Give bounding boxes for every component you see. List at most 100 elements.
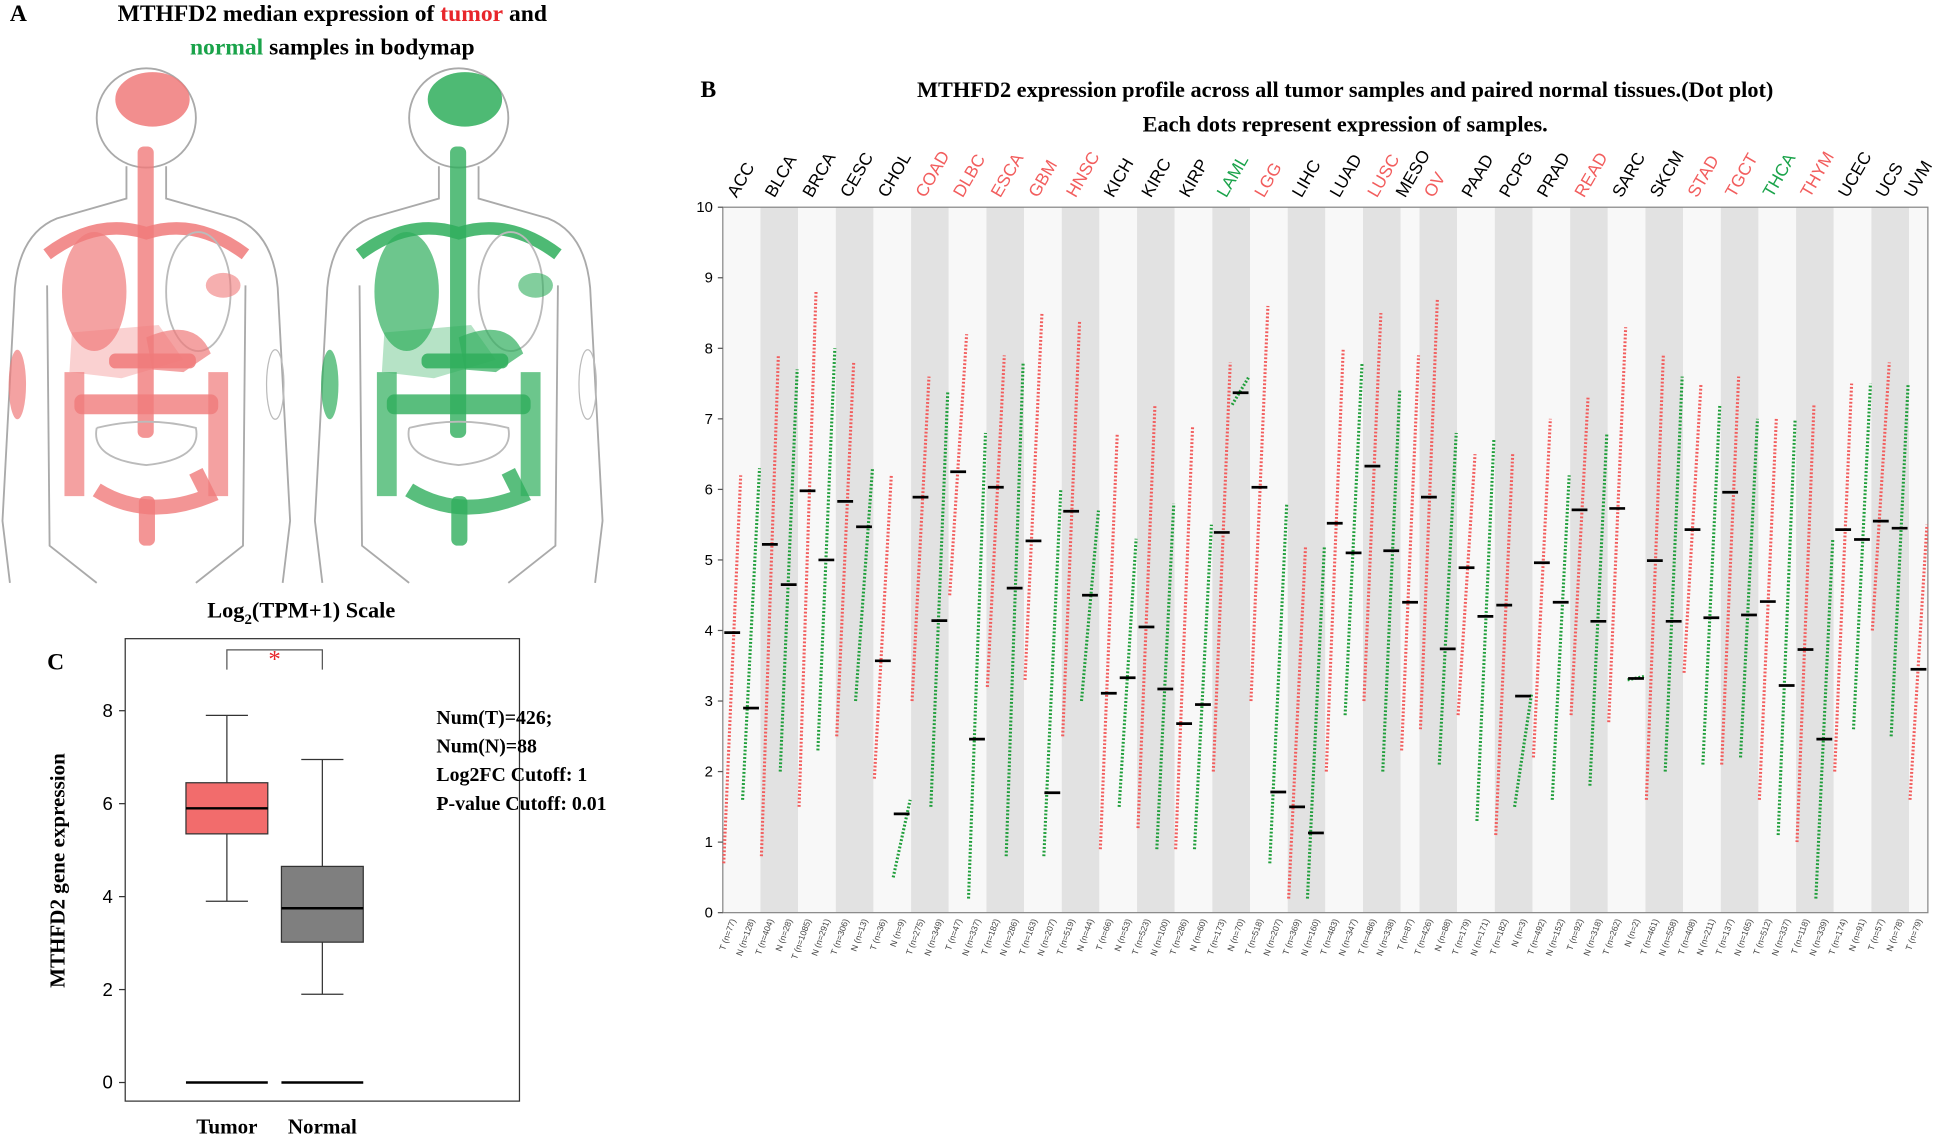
sample-label: N (n=53) [1112,917,1133,952]
x-tick-label: Tumor [196,1114,257,1136]
category-label: THYM [1796,148,1838,201]
sample-label: N (n=3) [1509,917,1528,948]
category-label: LGG [1250,159,1286,201]
category-label: CHOL [873,149,915,201]
category-band [1250,207,1288,913]
category-band [911,207,949,913]
sample-dots [1042,489,1063,857]
panel-title: MTHFD2 median expression of tumor and [118,1,547,27]
sample-label: N (n=78) [1884,917,1905,952]
category-band [1363,207,1401,913]
sample-dots [854,468,875,702]
y-tick-label: 0 [705,906,713,922]
sample-label: T (n=286) [1167,917,1189,956]
y-tick-label: 7 [705,412,713,428]
sample-dots [741,468,762,800]
sample-dots [1513,693,1534,808]
sample-label: T (n=36) [868,917,889,951]
sample-label: T (n=77) [717,917,738,951]
sample-dots [1588,432,1609,786]
plot-frame [124,638,521,1102]
sample-dots [1908,524,1929,800]
title-part: MTHFD2 median expression of [118,1,441,27]
sample-label: N (n=152) [1544,917,1567,957]
category-label: COAD [911,147,953,200]
stat-text: P-value Cutoff: 0.01 [436,793,606,815]
panel-b: B MTHFD2 expression profile across all t… [696,77,1936,961]
category-label: STAD [1683,152,1723,201]
category-band [1833,207,1872,913]
y-tick-label: 5 [705,553,713,569]
category-label: CESC [836,149,877,201]
sample-dots [1738,418,1760,758]
category-label: GBM [1024,156,1061,200]
sample-dots [966,432,988,899]
sample-dots [722,475,743,864]
category-label: UCS [1871,159,1907,201]
sample-dots [948,334,969,596]
category-label: LIHC [1288,156,1325,200]
title-part: and [503,1,547,27]
sample-label: T (n=57) [1866,917,1887,951]
panel-c: C Log2(TPM+1) Scale MTHFD2 gene expressi… [45,598,606,1136]
category-label: BLCA [760,151,800,201]
category-label: PCPG [1495,148,1537,201]
category-band [1212,207,1251,913]
sample-dots [797,291,818,807]
sample-label: N (n=91) [1847,917,1868,952]
category-label: READ [1570,149,1611,201]
title-part: tumor [440,1,503,27]
y-tick-label: 10 [696,200,713,216]
sample-dots [1249,305,1270,702]
panel-a: A MTHFD2 median expression of tumor and … [2,1,602,583]
sample-label: N (n=13) [849,917,870,952]
sample-label: T (n=174) [1826,917,1848,956]
category-band [873,207,912,913]
x-tick-label: Normal [288,1114,357,1136]
category-band [760,207,799,913]
category-band [1796,207,1834,913]
chart-title: Log2(TPM+1) Scale [207,598,395,628]
sample-label: T (n=519) [1054,917,1076,956]
category-label: PAAD [1457,151,1497,201]
sample-label: T (n=426) [1412,917,1434,956]
sample-dots [1305,545,1326,899]
sample-dots [1776,418,1797,836]
sample-dots [985,355,1006,688]
stat-text: Log2FC Cutoff: 1 [436,764,587,786]
category-label: KIRP [1175,155,1213,200]
sample-dots [778,369,799,772]
sample-dots [929,390,950,807]
category-band [1532,207,1571,913]
sample-label: T (n=182) [1488,917,1510,956]
y-tick-label: 8 [705,341,713,357]
sample-label: T (n=92) [1565,917,1586,951]
category-label: LUAD [1325,150,1365,200]
title-part: samples in bodymap [263,35,474,61]
category-band [1287,207,1326,913]
sample-dots [1833,383,1854,772]
sample-label: N (n=28) [773,917,794,952]
sample-dots [1475,439,1496,822]
y-tick-label: 4 [705,623,713,639]
category-band [1607,207,1646,913]
sample-dots [1814,538,1835,899]
title-part: Log [207,598,244,623]
tumor-bodymap [2,68,290,583]
y-tick-label: 6 [705,482,713,498]
normal-bodymap [315,68,603,583]
sample-dots [835,362,856,737]
sample-dots [1381,390,1402,772]
sample-dots [1098,432,1119,850]
sample-label: T (n=262) [1601,917,1623,956]
y-tick-label: 6 [102,793,112,814]
y-tick-label: 1 [705,835,713,851]
category-band [1494,207,1533,913]
panel-label: A [10,1,27,27]
sample-dots [1268,503,1289,864]
sample-dots [872,475,893,779]
sample-dots [1023,312,1044,680]
sample-dots [1795,404,1816,843]
